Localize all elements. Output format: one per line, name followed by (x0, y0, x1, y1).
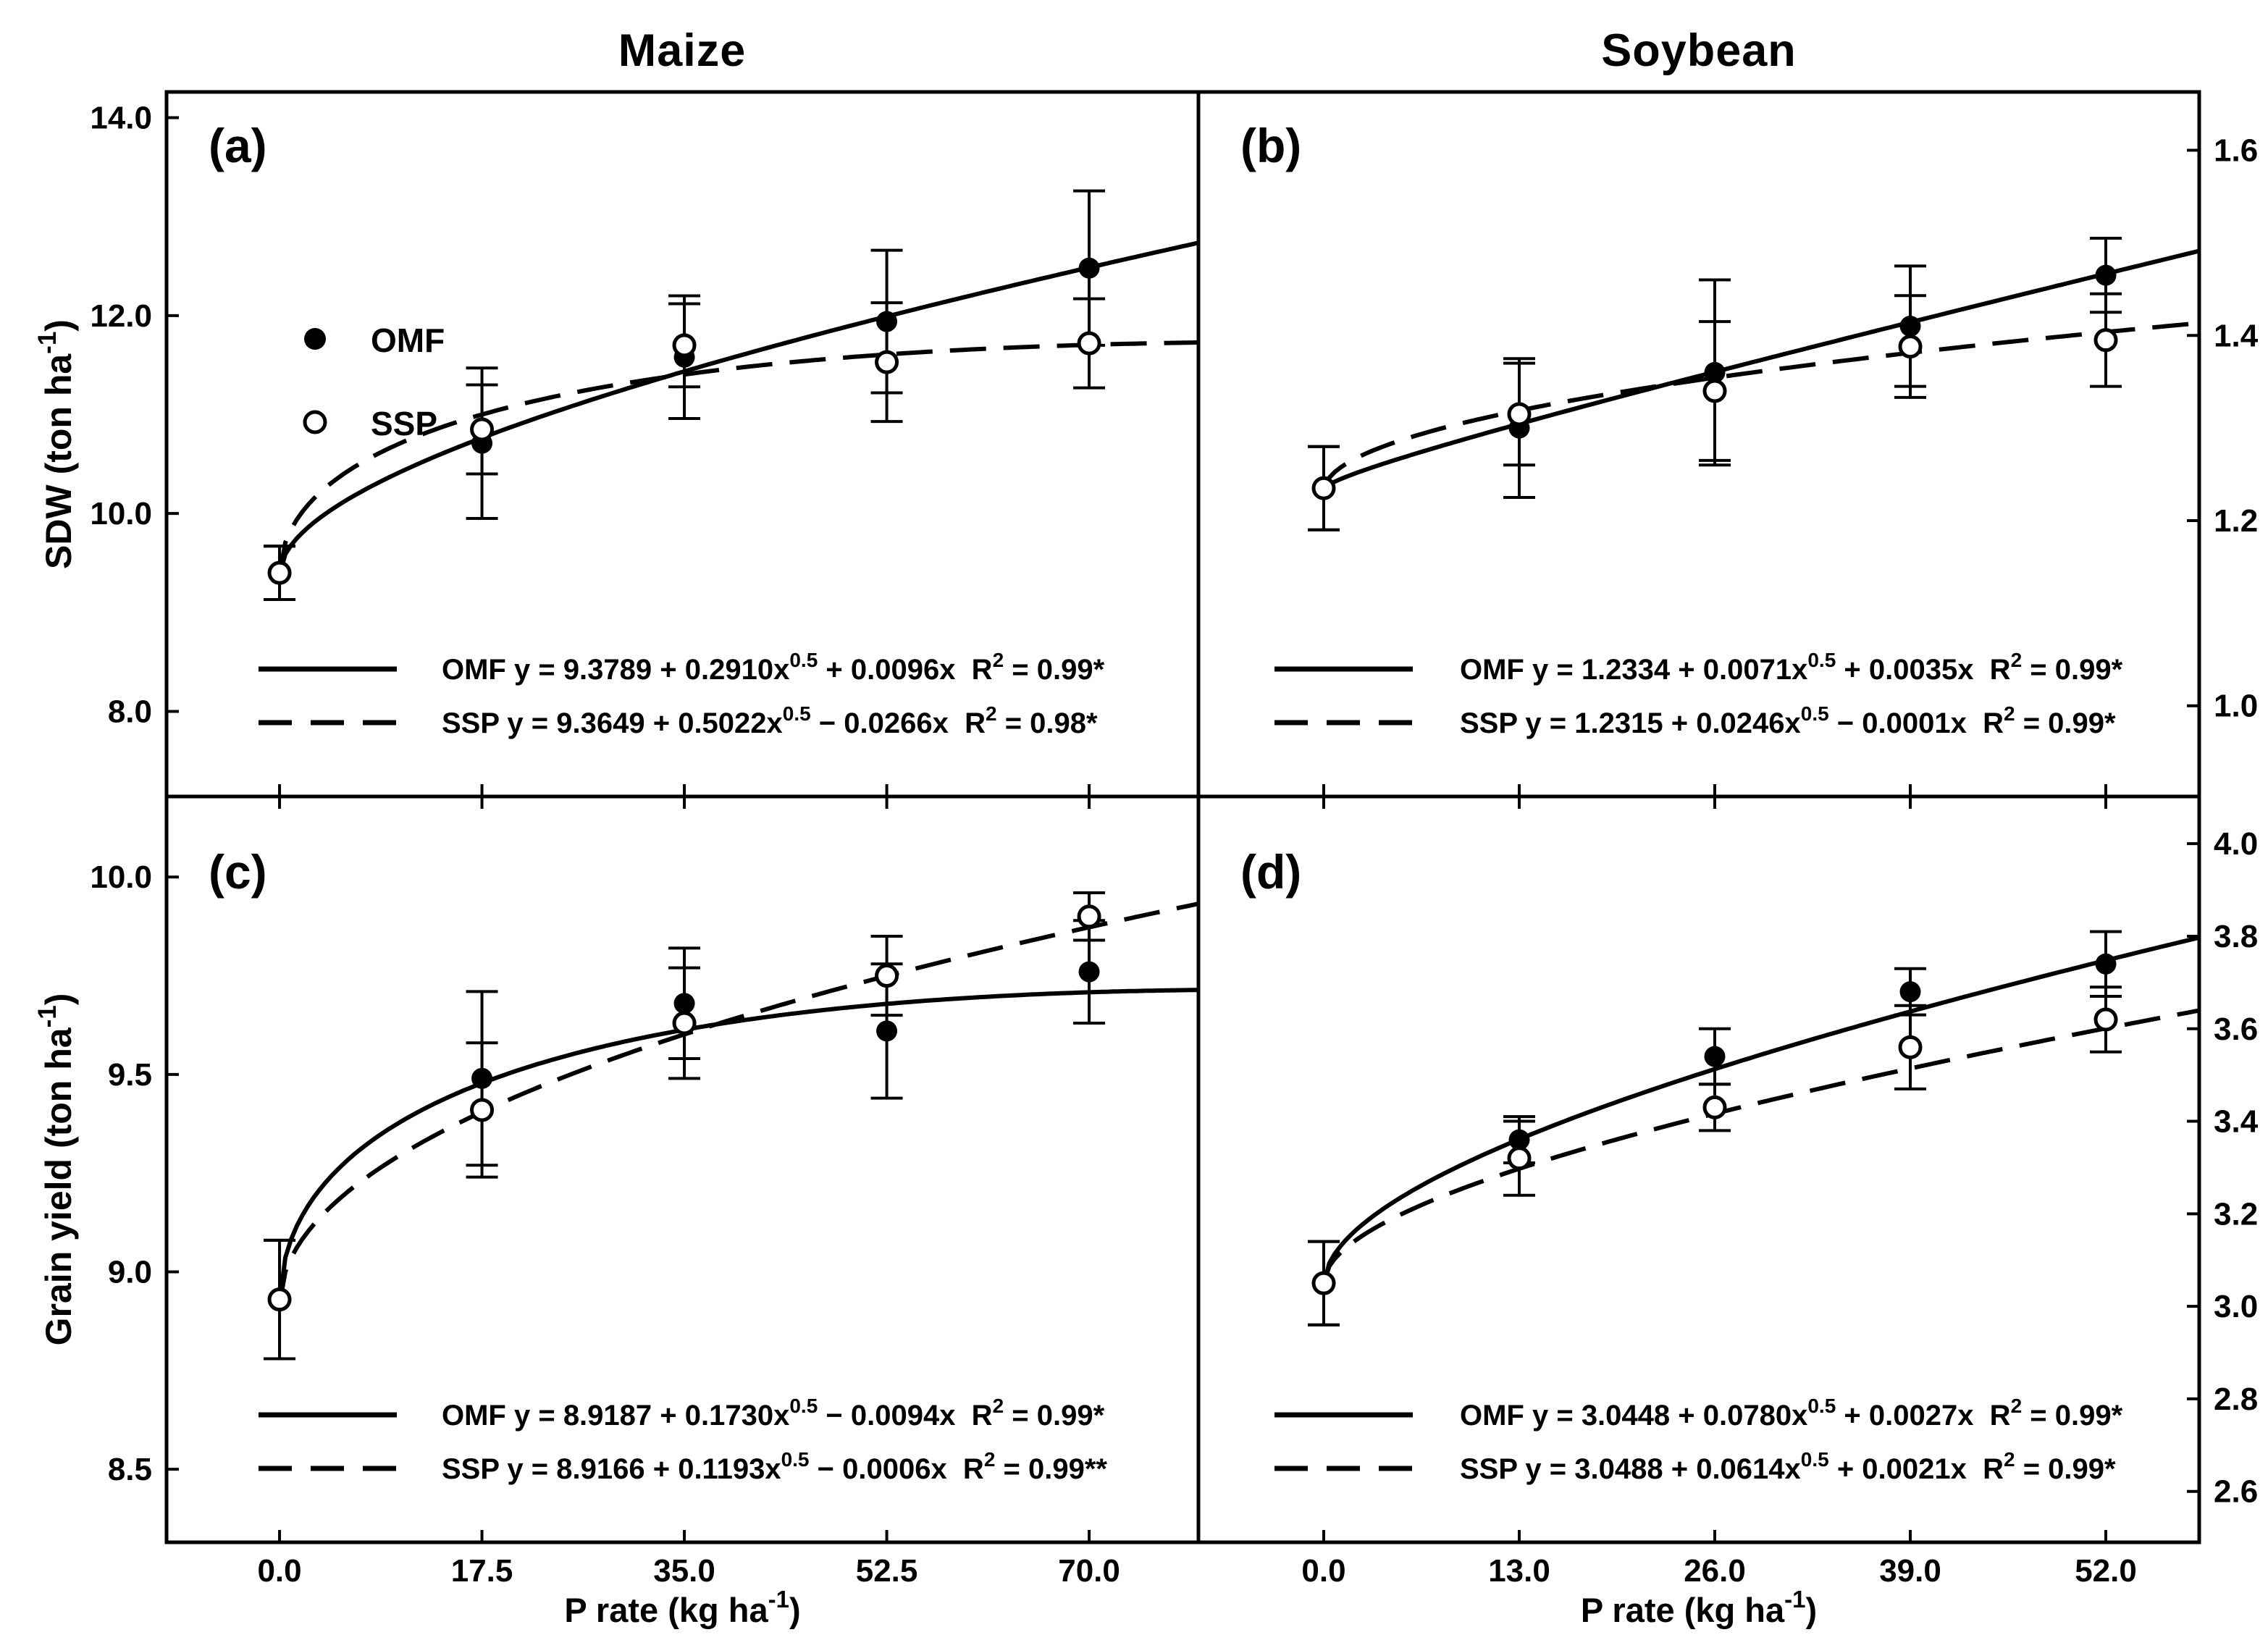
ssp-data-point (1507, 402, 1532, 426)
x-tick-label: 39.0 (1879, 1553, 1941, 1589)
ssp-equation: SSP y = 8.9166 + 0.1193x0.5 − 0.0006x R2… (442, 1448, 1107, 1485)
ssp-data-point (1507, 1146, 1532, 1171)
panel-d: 2.6 2.8 3.0 3.2 3.4 3.6 3.8 4.0 0.0 13.0 26.0 39.0 5… (1196, 794, 2259, 1589)
y-tick-label: 9.0 (108, 1254, 152, 1290)
column-title-soybean: Soybean (1601, 25, 1797, 76)
panel-box-b (1196, 90, 2201, 799)
y-tick-label: 4.0 (2214, 826, 2258, 862)
y-tick-label: 1.0 (2214, 689, 2258, 724)
legend-label-omf: OMF (371, 321, 445, 359)
x-axis-title-right: P rate (kg ha-1) (1581, 1586, 1817, 1629)
omf-data-point (2095, 953, 2117, 975)
omf-data-point (1899, 981, 1921, 1003)
panel-box-d (1196, 794, 2201, 1544)
omf-equation: OMF y = 9.3789 + 0.2910x0.5 + 0.0096x R2… (442, 649, 1105, 686)
ssp-data-point (267, 560, 292, 585)
omf-fit-curve (1322, 935, 2200, 1287)
omf-equation: OMF y = 3.0448 + 0.0780x0.5 + 0.0027x R2… (1460, 1395, 2123, 1432)
ssp-data-point (1311, 476, 1336, 500)
column-title-maize: Maize (618, 25, 747, 76)
panel-letter-b: (b) (1240, 119, 1301, 172)
ssp-data-point (267, 1287, 292, 1312)
omf-fit-curve (1322, 248, 2200, 492)
ssp-data-point (2093, 328, 2118, 353)
panel-a: 8.0 10.0 12.0 14.0 (a) OMF SSP OMF y = 9.3789 +… (33, 90, 1201, 799)
y-tick-label: 12.0 (90, 298, 152, 334)
omf-fit-curve (277, 240, 1199, 576)
y-tick-label: 1.4 (2214, 318, 2259, 353)
x-axis-title-left: P rate (kg ha-1) (564, 1586, 800, 1629)
x-tick-label: 35.0 (653, 1553, 715, 1589)
ssp-data-point (1077, 904, 1101, 929)
panel-b: 1.0 1.2 1.4 1.6 (b) OMF y = 1.2334 + 0.0071x0… (1196, 90, 2259, 799)
y-tick-label: 10.0 (90, 859, 152, 895)
ssp-data-point (1702, 379, 1727, 403)
x-tick-label: 70.0 (1058, 1553, 1120, 1589)
ssp-equation: SSP y = 3.0488 + 0.0614x0.5 + 0.0021x R2… (1460, 1448, 2116, 1485)
y-tick-label: 1.6 (2214, 133, 2258, 169)
y-tick-label: 3.0 (2214, 1289, 2258, 1324)
ssp-fit-curve (1322, 1008, 2200, 1285)
ssp-equation: SSP y = 1.2315 + 0.0246x0.5 − 0.0001x R2… (1460, 702, 2116, 739)
legend-open-circle-icon (303, 410, 327, 434)
x-tick-label: 52.5 (856, 1553, 918, 1589)
x-tick-label: 52.0 (2075, 1553, 2137, 1589)
ssp-data-point (875, 350, 899, 374)
ssp-data-point (470, 417, 495, 442)
omf-fit-curve (277, 988, 1199, 1305)
ssp-data-point (470, 1098, 495, 1122)
ssp-data-point (1702, 1095, 1727, 1119)
panel-box-a (164, 90, 1201, 799)
y-tick-label: 2.8 (2214, 1382, 2258, 1417)
panel-letter-a: (a) (209, 119, 267, 172)
y-axis-title-a: SDW (ton ha-1) (33, 319, 79, 569)
y-tick-label: 9.5 (108, 1057, 152, 1093)
panel-c: 8.5 9.0 9.5 10.0 0.0 17.5 35.0 52.5 70.0 (c) OMF y… (33, 794, 1201, 1589)
ssp-equation: SSP y = 9.3649 + 0.5022x0.5 − 0.0266x R2… (442, 702, 1098, 739)
y-tick-label: 3.2 (2214, 1196, 2258, 1232)
y-tick-label: 3.8 (2214, 919, 2258, 954)
y-axis-title-c: Grain yield (ton ha-1) (33, 993, 79, 1346)
omf-data-point (2095, 264, 2117, 286)
omf-data-point (1078, 257, 1100, 279)
ssp-fit-curve (1322, 321, 2200, 492)
ssp-data-point (1077, 331, 1101, 356)
ssp-data-point (875, 964, 899, 988)
x-tick-label: 0.0 (257, 1553, 301, 1589)
ssp-data-point (1311, 1271, 1336, 1295)
omf-data-point (1704, 1046, 1726, 1067)
y-tick-label: 3.6 (2214, 1012, 2258, 1047)
x-tick-label: 17.5 (451, 1553, 513, 1589)
y-tick-label: 14.0 (90, 101, 152, 136)
legend-label-ssp: SSP (371, 405, 437, 442)
ssp-fit-curve (277, 901, 1199, 1306)
panel-letter-c: (c) (209, 845, 267, 899)
omf-data-point (876, 1020, 898, 1042)
ssp-fit-curve (277, 340, 1199, 577)
y-tick-label: 8.0 (108, 694, 152, 729)
ssp-data-point (2093, 1007, 2118, 1032)
y-tick-label: 8.5 (108, 1452, 152, 1487)
omf-equation: OMF y = 8.9187 + 0.1730x0.5 − 0.0094x R2… (442, 1395, 1105, 1432)
legend-filled-circle-icon (304, 328, 326, 350)
y-tick-label: 3.4 (2214, 1104, 2259, 1140)
y-tick-label: 2.6 (2214, 1474, 2258, 1510)
ssp-data-point (672, 333, 697, 358)
x-tick-label: 26.0 (1684, 1553, 1746, 1589)
x-tick-label: 13.0 (1488, 1553, 1550, 1589)
ssp-data-point (1898, 1035, 1923, 1059)
y-tick-label: 1.2 (2214, 503, 2258, 539)
x-tick-label: 0.0 (1301, 1553, 1345, 1589)
omf-equation: OMF y = 1.2334 + 0.0071x0.5 + 0.0035x R2… (1460, 649, 2123, 686)
ssp-data-point (1898, 335, 1923, 359)
panel-letter-d: (d) (1240, 845, 1301, 899)
ssp-data-point (672, 1011, 697, 1035)
omf-data-point (1078, 961, 1100, 983)
legend: OMF SSP (303, 321, 445, 442)
y-tick-label: 10.0 (90, 496, 152, 531)
